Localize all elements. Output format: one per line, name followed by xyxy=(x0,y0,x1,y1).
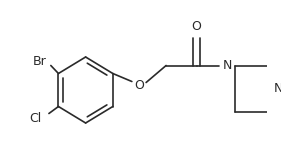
Text: O: O xyxy=(135,79,144,92)
Text: N: N xyxy=(222,59,232,72)
Text: Cl: Cl xyxy=(30,112,42,125)
Text: Br: Br xyxy=(33,55,46,68)
Text: N: N xyxy=(274,82,281,95)
Text: O: O xyxy=(192,20,201,33)
